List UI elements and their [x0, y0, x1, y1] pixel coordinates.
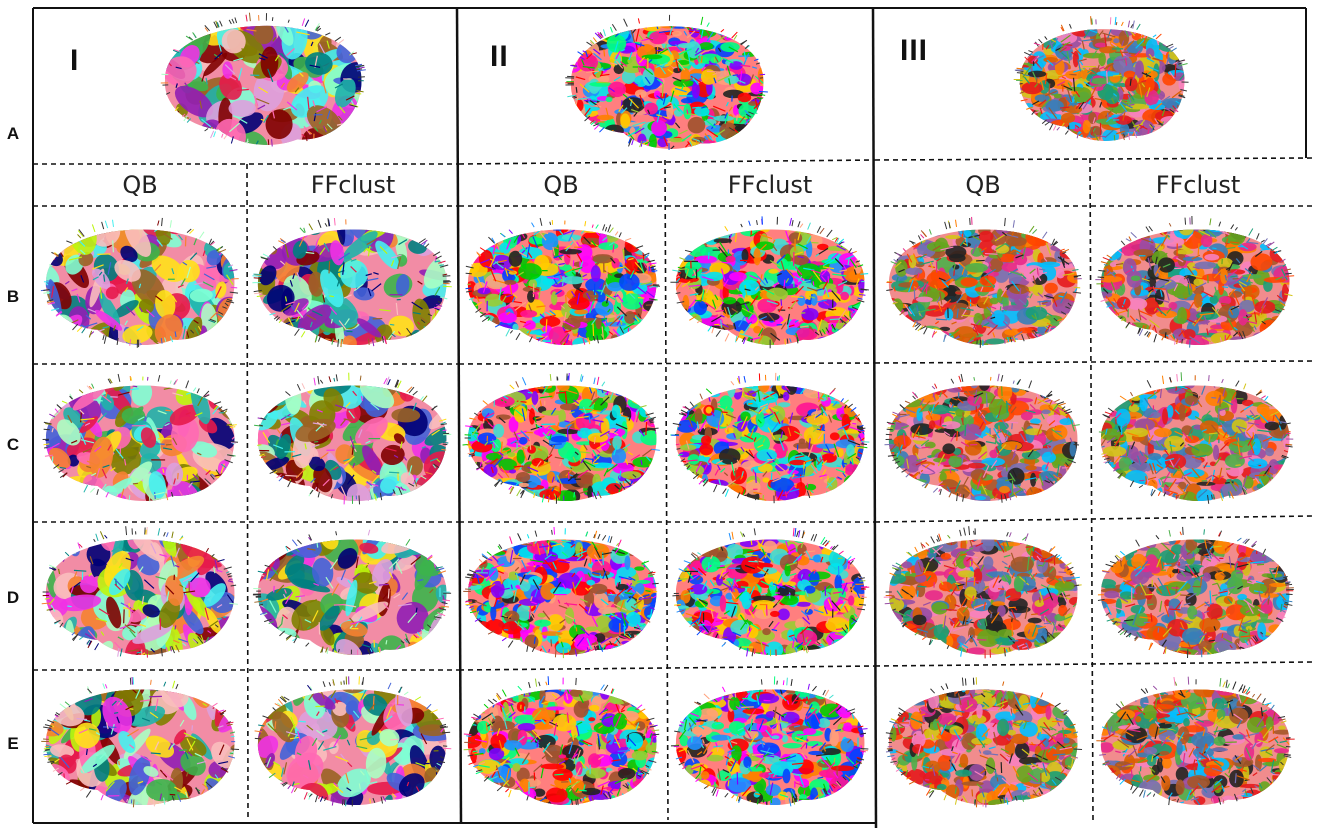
header-ffclust-panel-ii: FFclust — [727, 171, 813, 199]
brain-panel-ii-qb-row-b — [465, 217, 661, 346]
row-divider-0-panel-iii — [874, 157, 1313, 161]
panel-divider-i-ii — [455, 7, 463, 824]
brain-panel-i-ffclust-row-d — [252, 529, 452, 655]
brain-panel-iii-qb-row-e — [885, 677, 1083, 808]
col-divider-panel-ii — [664, 159, 669, 821]
header-qb-panel-iii: QB — [965, 171, 1001, 199]
brain-panel-i-qb-row-d — [41, 526, 238, 658]
brain-panel-ii-row-a — [565, 14, 768, 151]
brain-panel-ii-qb-row-d — [463, 526, 659, 659]
brain-panel-iii-row-a — [1013, 16, 1189, 142]
brain-panel-i-row-a — [160, 12, 366, 147]
panel-label-i: I — [70, 44, 80, 77]
row-divider-0-panel-ii — [458, 159, 876, 165]
brain-panel-ii-ffclust-row-d — [672, 527, 870, 657]
panel-divider-ii-iii — [871, 7, 878, 829]
row-divider-4-panel-iii — [874, 661, 1313, 667]
row-label-e: E — [7, 734, 19, 753]
header-ffclust-panel-iii: FFclust — [1155, 171, 1241, 199]
header-qb-panel-i: QB — [122, 171, 158, 199]
brain-panel-i-qb-row-e — [41, 676, 240, 808]
col-divider-panel-iii — [1089, 157, 1094, 821]
brain-panel-i-ffclust-row-e — [254, 676, 452, 807]
brain-panel-ii-ffclust-row-c — [670, 372, 870, 504]
brain-panel-i-qb-row-c — [42, 373, 239, 502]
brain-renderings — [40, 12, 1295, 808]
row-label-b: B — [6, 287, 20, 306]
brain-panel-iii-ffclust-row-e — [1096, 676, 1295, 806]
brain-panel-ii-qb-row-c — [462, 372, 660, 504]
row-divider-2-panel-iii — [874, 360, 1313, 364]
row-label-c: C — [6, 435, 20, 454]
brain-panel-iii-qb-row-d — [883, 526, 1082, 659]
brain-panel-i-ffclust-row-c — [254, 372, 452, 505]
brain-panel-ii-ffclust-row-e — [670, 676, 869, 807]
panel-label-ii: II — [490, 40, 509, 73]
row-label-d: D — [6, 588, 20, 607]
grid-lines — [32, 7, 1313, 829]
brain-panel-iii-qb-row-c — [884, 373, 1080, 503]
col-divider-panel-i — [246, 163, 249, 821]
row-divider-3-panel-iii — [874, 515, 1313, 523]
brain-panel-iii-ffclust-row-b — [1095, 216, 1295, 348]
header-ffclust-panel-i: FFclust — [310, 171, 396, 199]
header-qb-panel-ii: QB — [543, 171, 579, 199]
brain-panel-ii-ffclust-row-b — [670, 216, 869, 349]
brain-panel-iii-ffclust-row-d — [1097, 526, 1294, 658]
brain-panel-iii-ffclust-row-c — [1098, 372, 1294, 504]
row-label-a: A — [6, 124, 20, 143]
brain-panel-i-qb-row-b — [40, 217, 239, 348]
brain-panel-ii-qb-row-e — [463, 676, 660, 806]
row-divider-2-panel-ii — [458, 362, 876, 365]
brain-panel-iii-qb-row-b — [886, 216, 1082, 348]
brain-panel-i-ffclust-row-b — [252, 217, 452, 348]
panel-label-iii: III — [900, 34, 929, 67]
